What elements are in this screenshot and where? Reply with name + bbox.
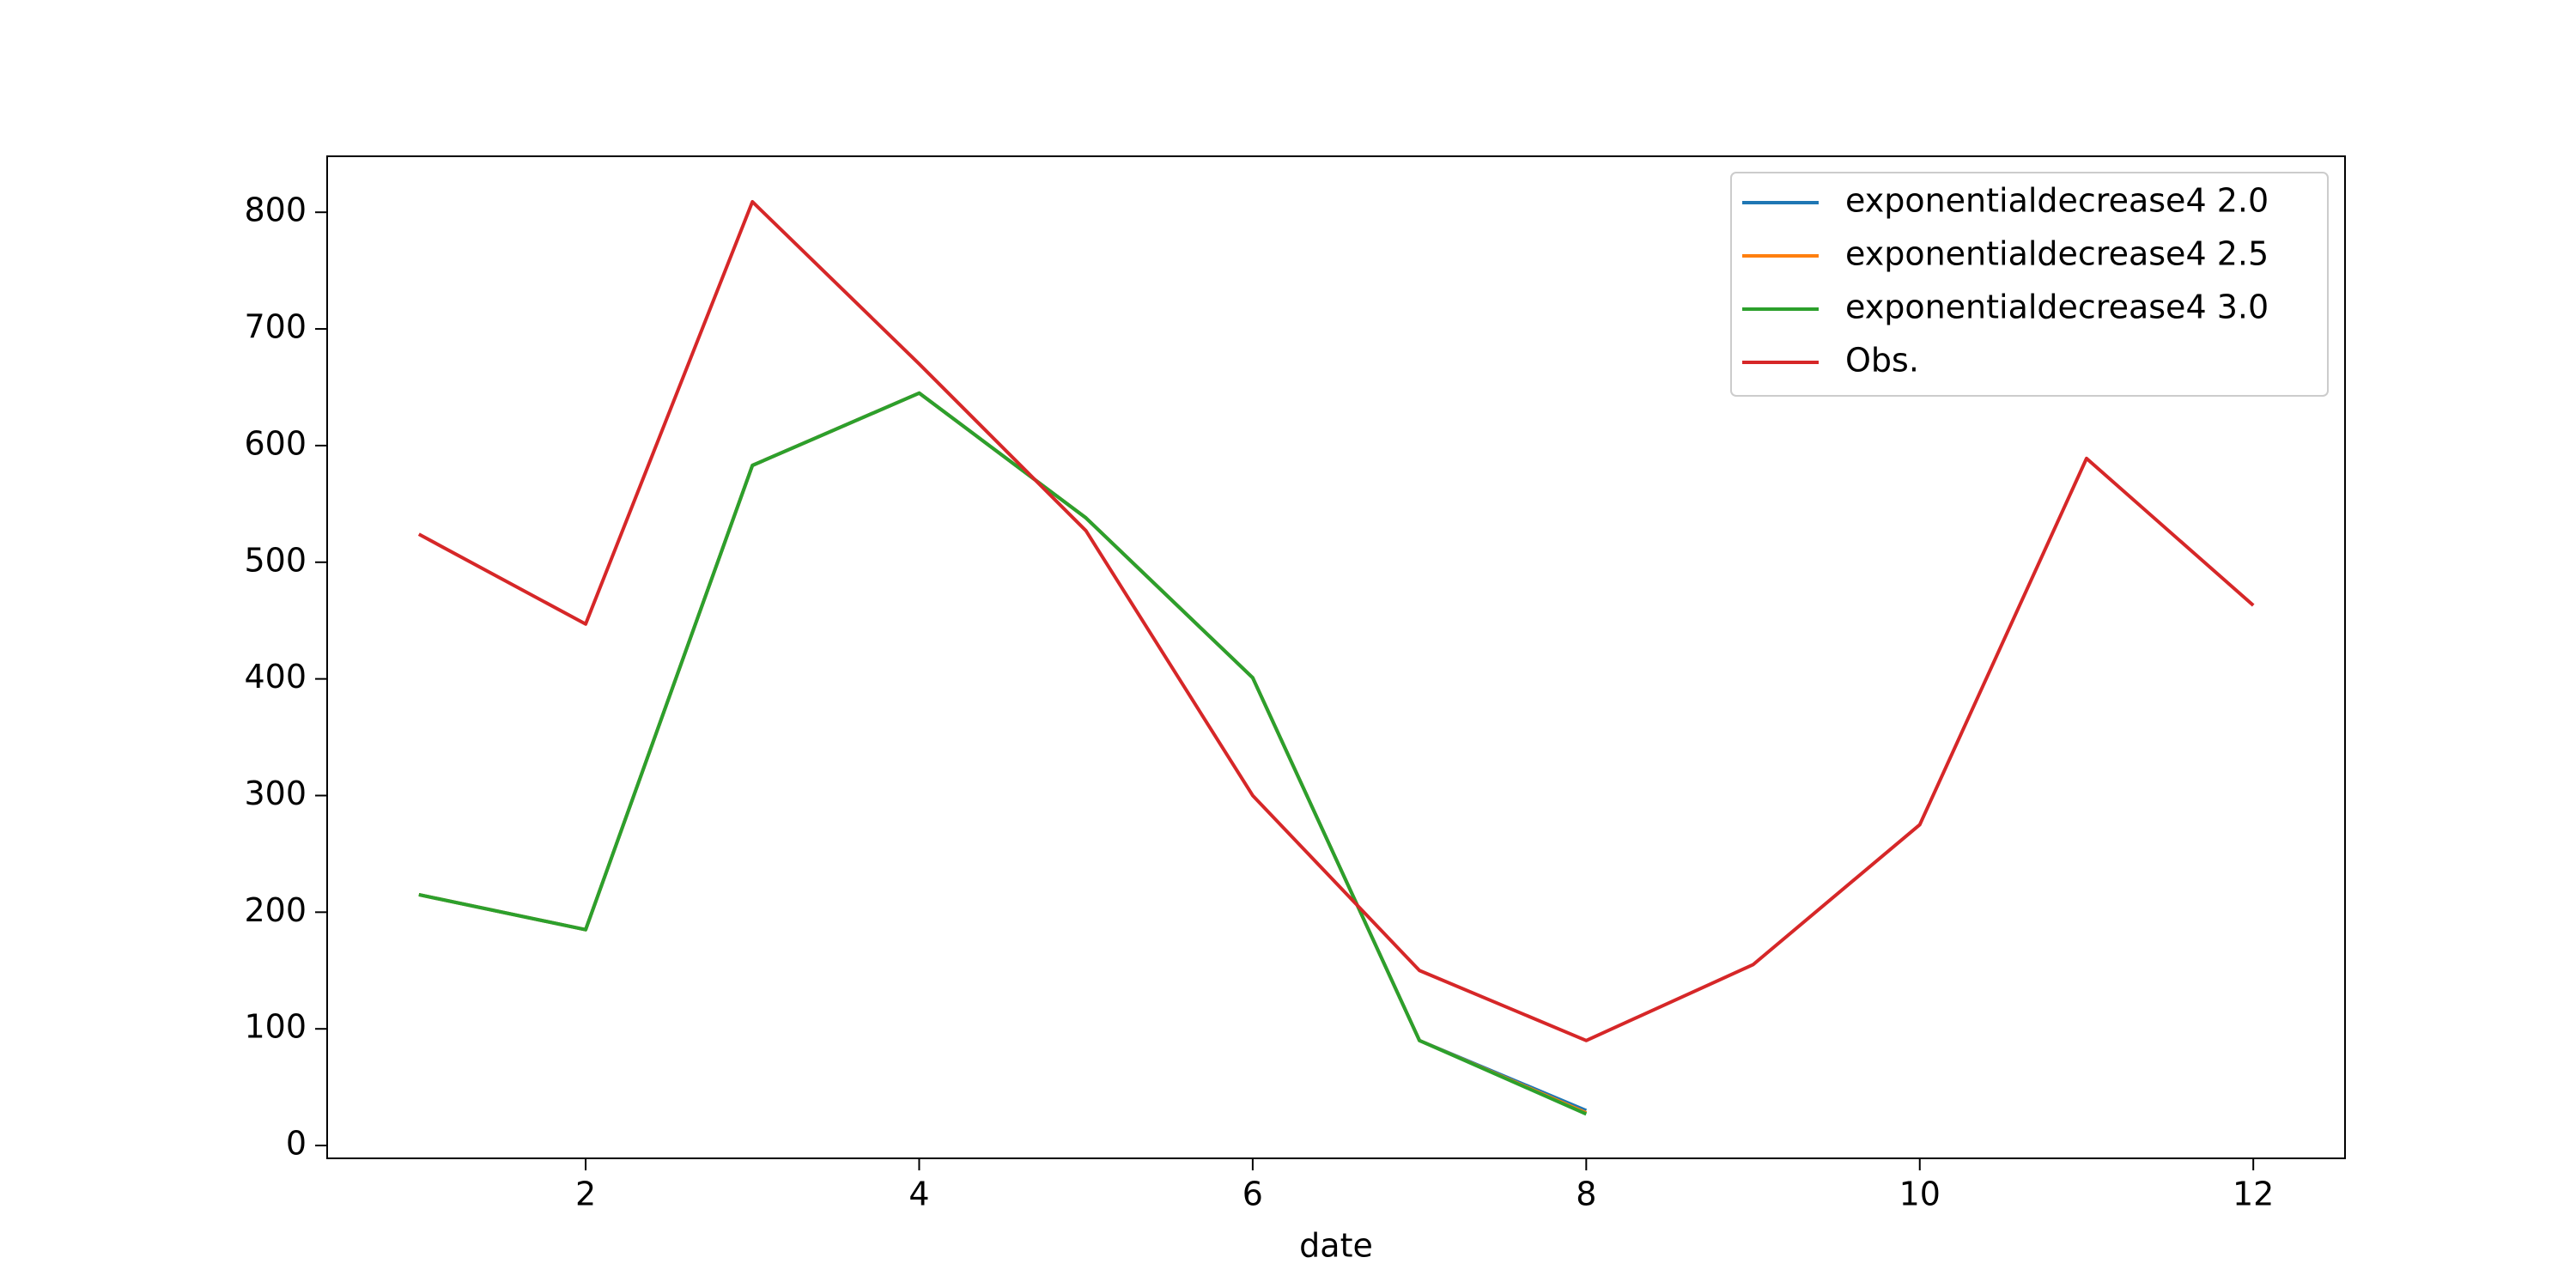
legend-label: exponentialdecrease4 2.0 (1845, 182, 2269, 220)
x-tick-label: 6 (1242, 1176, 1263, 1213)
x-tick-label: 12 (2233, 1176, 2274, 1213)
y-tick-label: 100 (244, 1008, 307, 1046)
legend-label: Obs. (1845, 342, 1919, 380)
line (418, 391, 1588, 1116)
x-axis-label: date (1299, 1227, 1373, 1265)
y-tick-label: 200 (244, 891, 307, 929)
y-tick-label: 400 (244, 658, 307, 696)
legend-label: exponentialdecrease4 3.0 (1845, 289, 2269, 326)
y-tick-label: 500 (244, 541, 307, 579)
x-tick-label: 4 (908, 1176, 929, 1213)
y-tick-label: 800 (244, 191, 307, 229)
x-tick-label: 2 (575, 1176, 596, 1213)
plot-frame (326, 155, 2346, 1159)
x-tick-label: 8 (1576, 1176, 1596, 1213)
line (417, 199, 2255, 1042)
y-tick-label: 0 (286, 1125, 307, 1163)
y-tick-label: 300 (244, 775, 307, 812)
y-tick-label: 600 (244, 424, 307, 462)
legend-box (1730, 172, 2329, 397)
legend-label: exponentialdecrease4 2.5 (1845, 235, 2269, 273)
y-tick-label: 700 (244, 308, 307, 346)
x-tick-label: 10 (1899, 1176, 1941, 1213)
